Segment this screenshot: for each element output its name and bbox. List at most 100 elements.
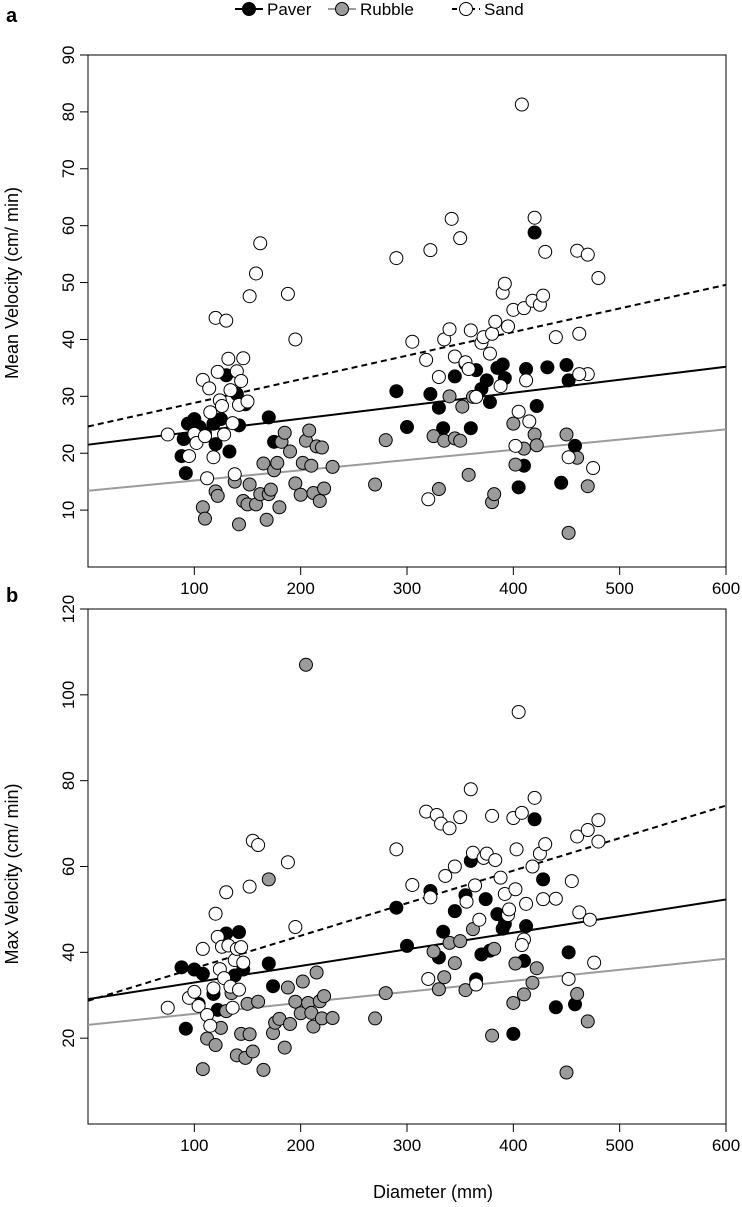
data-point-b-sand-30 [421,971,436,986]
data-point-b-sand-74 [469,977,484,992]
data-point-a-sand-34 [423,243,438,258]
data-point-b-rubble-11 [245,1044,260,1059]
data-point-a-rubble-0 [195,500,210,515]
data-point-b-rubble-44 [487,941,502,956]
data-point-b-paver-32 [536,872,551,887]
data-point-a-sand-69 [572,326,587,341]
data-point-a-sand-67 [561,450,576,465]
x-tick-label-b-100: 100 [180,1136,208,1155]
plot-frame-a [87,54,727,568]
x-tick-label-a-400: 400 [499,579,527,598]
data-point-a-rubble-52 [561,525,576,540]
y-tick-label-a-70: 70 [59,159,78,178]
data-point-a-sand-15 [219,313,234,328]
data-point-a-rubble-11 [256,456,271,471]
data-point-a-paver-30 [495,357,510,372]
data-point-b-rubble-2 [208,1038,223,1053]
data-point-a-rubble-51 [559,427,574,442]
data-point-a-paver-18 [400,420,414,435]
data-point-b-sand-13 [219,885,234,900]
data-point-b-sand-21 [236,955,251,970]
data-point-a-rubble-42 [461,467,476,482]
data-point-b-sand-71 [514,938,529,953]
data-point-a-rubble-14 [263,482,278,497]
data-point-a-rubble-17 [272,500,287,515]
data-point-a-rubble-31 [317,481,332,496]
data-point-a-paver-15 [261,410,276,425]
data-point-b-sand-69 [591,834,606,849]
legend-marker-paver [242,2,256,16]
data-point-a-rubble-19 [277,425,292,440]
data-point-a-paver-40 [561,373,576,388]
data-point-b-paver-28 [506,1026,521,1041]
x-tick-label-b-500: 500 [605,1136,633,1155]
legend-label-paver: Paver [267,0,312,19]
data-point-a-rubble-30 [314,440,329,455]
data-point-a-paver-22 [447,369,462,384]
data-point-a-sand-35 [431,369,446,384]
data-point-a-rubble-50 [529,438,544,453]
data-point-b-sand-16 [225,1000,240,1015]
data-point-b-rubble-14 [261,872,276,887]
data-point-b-sand-63 [570,829,585,844]
data-point-a-sand-49 [488,314,503,329]
data-point-a-sand-65 [538,244,553,259]
data-point-b-sand-28 [405,877,420,892]
y-tick-label-b-40: 40 [59,943,78,962]
data-point-b-rubble-50 [559,1065,574,1080]
data-point-b-sand-3 [191,998,206,1013]
x-tick-label-b-200: 200 [286,1136,314,1155]
data-point-b-rubble-18 [277,1040,292,1055]
data-point-a-sand-22 [234,373,249,388]
legend-marker-sand [459,2,473,16]
data-point-b-sand-46 [488,853,503,868]
data-point-a-sand-48 [485,326,500,341]
data-point-a-sand-39 [447,349,462,364]
data-point-b-sand-26 [288,920,303,935]
data-point-a-sand-9 [206,450,221,465]
x-tick-label-a-500: 500 [605,579,633,598]
data-point-a-sand-26 [249,266,264,281]
data-point-b-sand-2 [187,984,202,999]
data-point-a-sand-18 [225,416,240,431]
data-point-b-sand-66 [582,912,597,927]
data-point-a-sand-6 [200,471,215,486]
fit-line-a-sand [87,283,727,428]
legend-label-rubble: Rubble [360,0,414,19]
data-point-a-paver-36 [529,399,544,414]
data-point-b-sand-20 [234,940,249,955]
data-point-a-rubble-36 [431,482,446,497]
data-point-a-paver-17 [389,384,404,399]
data-point-a-sand-16 [221,351,236,366]
data-point-b-paver-30 [519,919,534,934]
data-point-b-rubble-21 [288,994,303,1009]
data-point-a-paver-24 [463,421,478,436]
data-point-b-sand-31 [423,890,438,905]
data-point-b-rubble-33 [368,1011,383,1026]
data-point-a-sand-56 [511,404,526,419]
data-point-b-sand-41 [468,878,483,893]
data-point-b-rubble-52 [580,1014,595,1029]
data-point-b-paver-0 [174,960,189,975]
y-tick-label-a-40: 40 [59,330,78,349]
data-point-b-sand-39 [463,782,478,797]
y-tick-label-a-10: 10 [59,501,78,520]
fit-line-a-rubble [87,428,727,492]
x-axis-title: Diameter (mm) [373,1182,493,1202]
data-point-b-rubble-23 [295,974,310,989]
legend: Paver Rubble Sand [235,0,524,19]
data-point-a-rubble-38 [442,389,457,404]
data-point-a-rubble-32 [325,459,340,474]
data-point-a-sand-44 [469,389,484,404]
legend-marker-rubble [335,2,349,16]
data-point-b-sand-38 [459,894,474,909]
legend-label-sand: Sand [484,0,524,19]
x-tick-label-b-600: 600 [712,1136,740,1155]
data-point-a-sand-42 [461,362,476,377]
data-point-b-sand-37 [453,810,468,825]
data-point-b-sand-72 [508,882,523,897]
data-point-a-paver-32 [511,480,526,495]
data-point-b-rubble-37 [437,970,452,985]
y-tick-label-b-80: 80 [59,771,78,790]
data-point-a-sand-50 [493,379,508,394]
